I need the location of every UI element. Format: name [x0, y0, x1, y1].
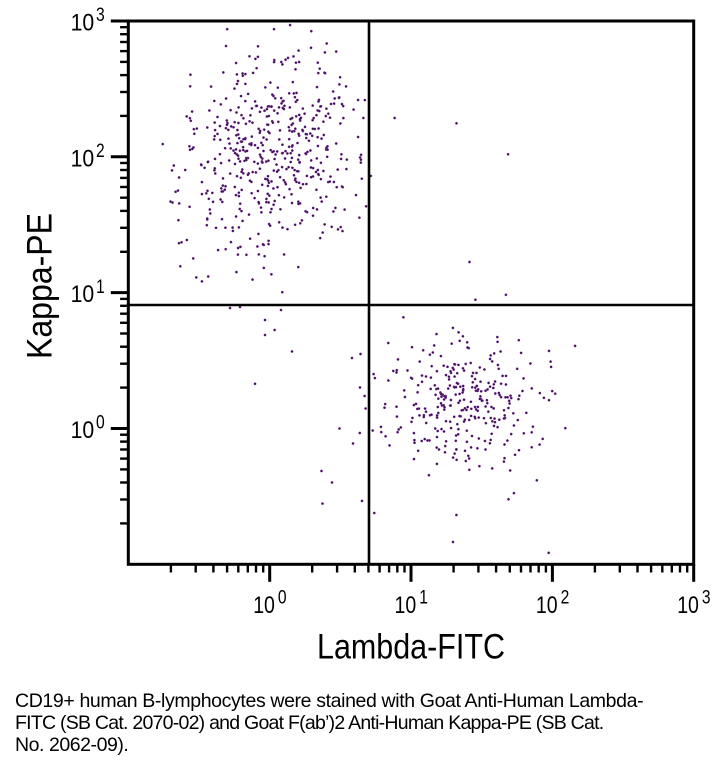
svg-text:10: 10 [71, 145, 95, 172]
svg-text:10: 10 [71, 281, 95, 308]
svg-text:10: 10 [536, 592, 558, 619]
svg-text:0: 0 [96, 413, 105, 434]
svg-text:1: 1 [419, 588, 428, 609]
svg-text:10: 10 [71, 10, 95, 37]
svg-text:2: 2 [96, 141, 105, 162]
svg-text:3: 3 [96, 5, 105, 26]
svg-text:0: 0 [278, 588, 287, 609]
svg-text:Lambda-FITC: Lambda-FITC [317, 628, 505, 667]
svg-text:1: 1 [96, 277, 105, 298]
svg-text:10: 10 [395, 592, 417, 619]
svg-text:10: 10 [71, 417, 95, 444]
svg-text:3: 3 [702, 588, 711, 609]
svg-text:Kappa-PE: Kappa-PE [21, 213, 60, 359]
svg-text:2: 2 [561, 588, 570, 609]
svg-text:10: 10 [677, 592, 699, 619]
svg-text:10: 10 [253, 592, 275, 619]
